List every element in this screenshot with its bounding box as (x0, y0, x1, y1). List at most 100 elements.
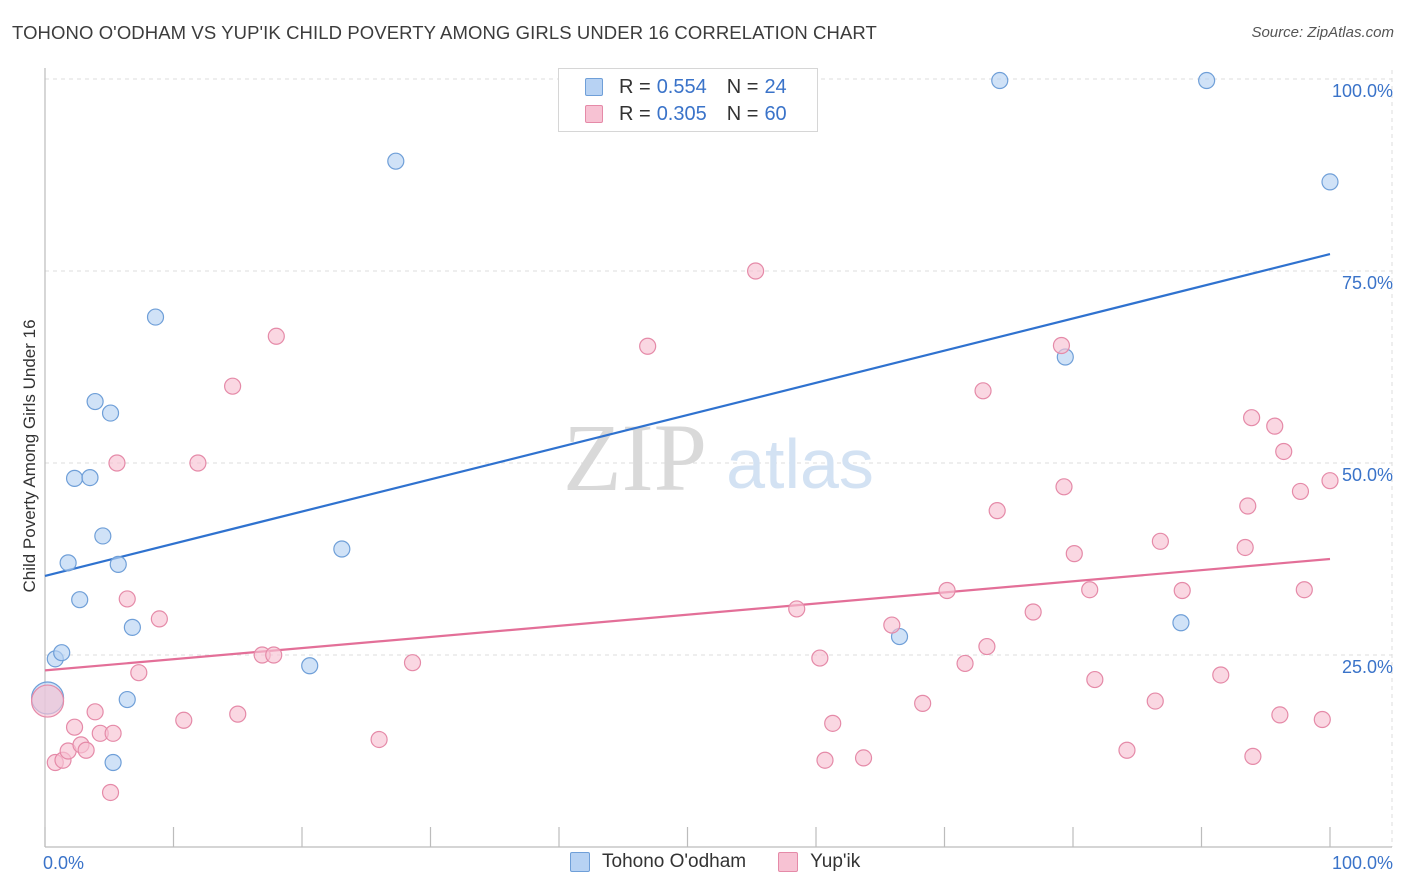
data-point-tohono (94, 527, 112, 545)
data-point-tohono (109, 555, 127, 573)
data-point-yupik (175, 711, 193, 729)
legend-swatch-blue (570, 852, 590, 872)
data-point-yupik (1291, 482, 1310, 501)
data-point-yupik (1243, 409, 1261, 427)
data-point-tohono (1172, 614, 1190, 632)
y-tick-label: 75.0% (1342, 273, 1393, 293)
watermark-atlas: atlas (726, 425, 874, 503)
data-point-yupik (1055, 478, 1073, 496)
data-point-yupik (1212, 666, 1230, 684)
data-point-yupik (1295, 581, 1313, 599)
legend-swatch-blue (585, 78, 603, 96)
legend-n-value: 60 (764, 102, 787, 125)
data-point-yupik (639, 337, 657, 355)
data-point-yupik (1151, 532, 1169, 550)
legend-n-value: 24 (764, 75, 787, 98)
data-point-yupik (224, 377, 242, 395)
data-point-yupik (1065, 545, 1083, 563)
axes (44, 68, 1392, 848)
data-point-tohono (65, 469, 84, 487)
data-point-yupik (265, 646, 283, 664)
legend-swatch-pink (778, 852, 799, 872)
data-point-yupik (1118, 741, 1136, 759)
data-point-yupik (974, 382, 992, 400)
data-point-yupik (824, 714, 842, 732)
x-tick-label: 100.0% (1332, 853, 1393, 873)
trend-line-tohono (44, 253, 1331, 577)
data-point-tohono (1321, 173, 1339, 191)
data-point-tohono (991, 71, 1009, 90)
data-point-tohono (86, 392, 104, 411)
data-point-yupik (403, 654, 422, 672)
data-point-yupik (914, 694, 932, 712)
legend-item-tohono: Tohono O'odham (570, 851, 746, 873)
data-point-yupik (1146, 692, 1164, 710)
data-point-tohono (81, 468, 99, 487)
data-point-yupik (108, 454, 126, 472)
legend-n-label: N = (726, 102, 759, 125)
data-point-yupik (1266, 417, 1284, 435)
data-point-tohono (387, 152, 405, 170)
data-point-tohono (71, 591, 89, 609)
data-point-tohono (146, 308, 165, 326)
series-legend: Tohono O'odham Yup'ik (570, 851, 892, 873)
data-point-tohono (101, 404, 120, 422)
data-point-yupik (30, 684, 65, 718)
data-point-yupik (104, 724, 122, 742)
y-axis-label: Child Poverty Among Girls Under 16 (20, 319, 39, 593)
legend-swatch-pink (585, 105, 603, 123)
data-point-yupik (854, 749, 873, 767)
data-point-yupik (978, 637, 996, 656)
data-point-tohono (301, 657, 319, 675)
data-point-yupik (1086, 670, 1104, 689)
data-point-tohono (333, 540, 351, 558)
data-point-tohono (104, 753, 122, 772)
y-tick-label: 25.0% (1342, 657, 1393, 677)
data-point-yupik (1271, 706, 1289, 724)
data-point-yupik (1239, 497, 1257, 515)
data-point-yupik (150, 610, 168, 628)
watermark: ZIP atlas (563, 404, 874, 511)
data-point-yupik (1173, 581, 1191, 600)
legend-n-label: N = (726, 75, 759, 98)
data-point-yupik (1321, 472, 1339, 490)
data-point-tohono (53, 644, 71, 662)
data-point-tohono (59, 554, 77, 572)
data-point-yupik (1244, 747, 1262, 765)
legend-label-tohono: Tohono O'odham (602, 851, 747, 872)
data-point-tohono (118, 690, 136, 709)
gridlines (45, 70, 1393, 847)
data-point-yupik (118, 590, 136, 608)
data-point-yupik (267, 327, 285, 345)
tick-labels: 25.0% 50.0% 75.0% 100.0% 0.0% 100.0% (43, 81, 1393, 873)
legend-r-value: 0.305 (656, 102, 707, 125)
data-point-yupik (189, 454, 207, 472)
data-point-yupik (788, 600, 806, 618)
legend-r-value: 0.554 (656, 75, 707, 98)
data-point-yupik (229, 705, 247, 723)
legend-r-label: R = (619, 75, 651, 98)
legend-item-yupik: Yup'ik (778, 851, 860, 873)
data-point-yupik (1052, 336, 1071, 355)
watermark-zip: ZIP (563, 404, 707, 511)
data-point-tohono (123, 618, 141, 636)
data-point-yupik (988, 502, 1006, 520)
data-point-yupik (816, 751, 834, 769)
legend-r-label: R = (619, 102, 651, 125)
legend-label-yupik: Yup'ik (810, 851, 861, 872)
data-point-yupik (1024, 603, 1042, 621)
data-point-yupik (811, 649, 829, 667)
y-tick-label: 50.0% (1342, 465, 1393, 485)
y-tick-label: 100.0% (1332, 81, 1393, 101)
data-point-yupik (1236, 538, 1254, 557)
legend-row-tohono: R = 0.554 N = 24 (585, 75, 787, 99)
data-point-yupik (1313, 710, 1331, 729)
data-point-yupik (130, 664, 148, 682)
data-point-yupik (370, 730, 388, 749)
data-point-tohono (1198, 71, 1216, 90)
data-points (30, 71, 1339, 802)
data-point-yupik (747, 262, 765, 280)
data-point-yupik (77, 741, 95, 759)
correlation-legend: R = 0.554 N = 24 R = 0.305 N = 60 (558, 68, 818, 132)
